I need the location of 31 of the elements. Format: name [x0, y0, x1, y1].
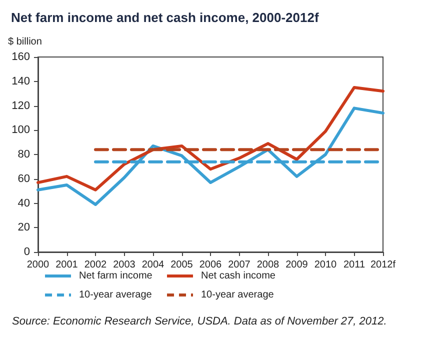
- x-tick-label: 2006: [199, 260, 222, 270]
- legend-label: 10-year average: [201, 290, 274, 300]
- y-tick-label: 40: [18, 197, 30, 210]
- x-tick-label: 2009: [286, 260, 308, 270]
- line-series: [36, 106, 384, 206]
- y-tick-label: 120: [12, 100, 30, 112]
- x-tick-label: 2003: [113, 260, 136, 270]
- y-tick-label: 60: [18, 172, 30, 185]
- y-tick-label: 0: [24, 246, 30, 258]
- y-tick-label: 160: [12, 51, 30, 63]
- source-note: Source: Economic Research Service, USDA. Data as of November 27, 2012.: [12, 316, 387, 328]
- legend-label: 10-year average: [79, 290, 152, 300]
- x-tick-label: 2004: [142, 260, 165, 270]
- x-tick-label: 2005: [170, 260, 194, 270]
- x-tick-label: 2011: [343, 260, 366, 270]
- y-tick-label: 140: [12, 75, 30, 88]
- legend-label: Net farm income: [79, 270, 153, 282]
- x-tick-label: 2012f: [370, 260, 396, 270]
- y-tick-label: 80: [18, 148, 30, 160]
- y-axis-title: $ billion: [8, 36, 42, 48]
- y-tick-label: 100: [12, 124, 30, 136]
- x-tick-label: 2007: [228, 260, 251, 270]
- x-tick-label: 2010: [314, 260, 338, 270]
- line-series: [36, 86, 384, 192]
- x-tick-label: 2008: [256, 260, 280, 270]
- x-tick-label: 2000: [26, 260, 50, 270]
- x-tick-label: 2002: [84, 260, 108, 270]
- x-tick-label: 2001: [56, 260, 78, 270]
- y-tick-label: 20: [18, 222, 30, 234]
- legend-label: Net cash income: [201, 270, 276, 282]
- chart-title: Net farm income and net cash income, 2000-2012f: [11, 10, 320, 25]
